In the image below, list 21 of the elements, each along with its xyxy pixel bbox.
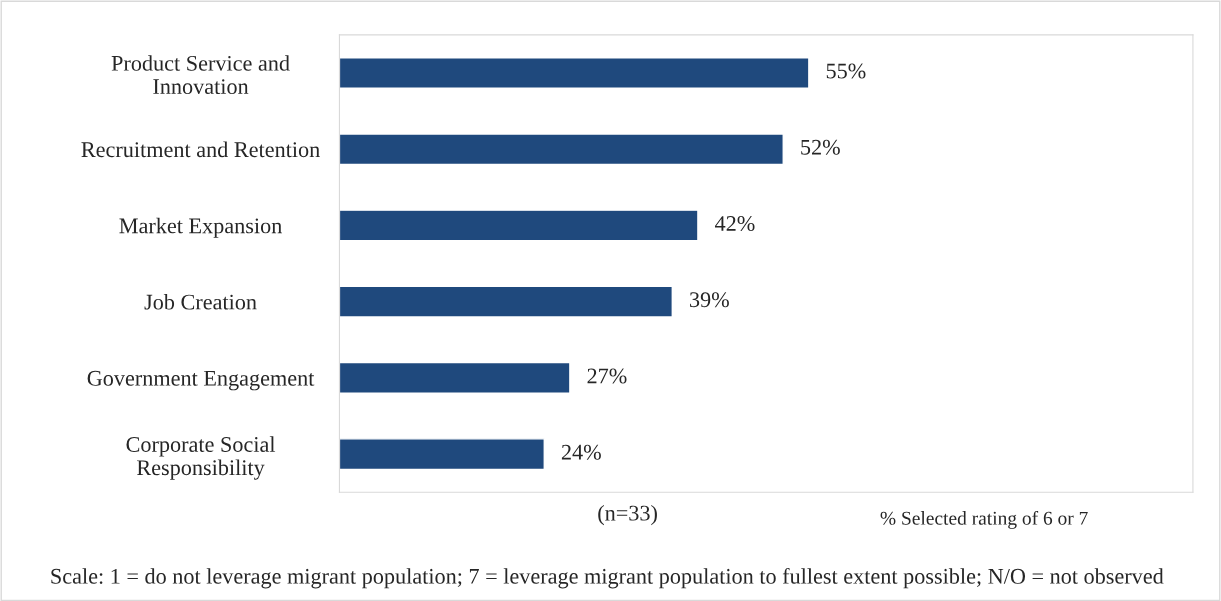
data-label: 42% [715,215,755,232]
bar [339,133,784,166]
y-tick-label: Market Expansion [119,217,282,238]
y-tick-label: Product Service and Innovation [111,55,290,95]
bar [339,209,699,242]
y-tick-label: Corporate Social Responsibility [126,436,276,480]
bar [339,361,571,394]
data-label: 52% [801,139,840,155]
bar [339,57,810,89]
y-tick-label: Recruitment and Retention [81,141,320,158]
bar [339,285,673,318]
data-label: 27% [587,368,627,384]
data-label: 39% [690,292,729,308]
data-label: 55% [826,63,866,79]
y-tick-label: Job Creation [144,293,257,310]
y-tick-label: Government Engagement [87,370,315,391]
text: (n=33) [598,504,657,526]
bar [339,438,545,471]
data-label: 24% [561,444,601,460]
text: Scale: 1 = do not leverage migrant population; 7 = leverage migrant population to fullest extent possible; N/O = not observed [51,567,1164,589]
text: % Selected rating of 6 or 7 [880,510,1088,529]
